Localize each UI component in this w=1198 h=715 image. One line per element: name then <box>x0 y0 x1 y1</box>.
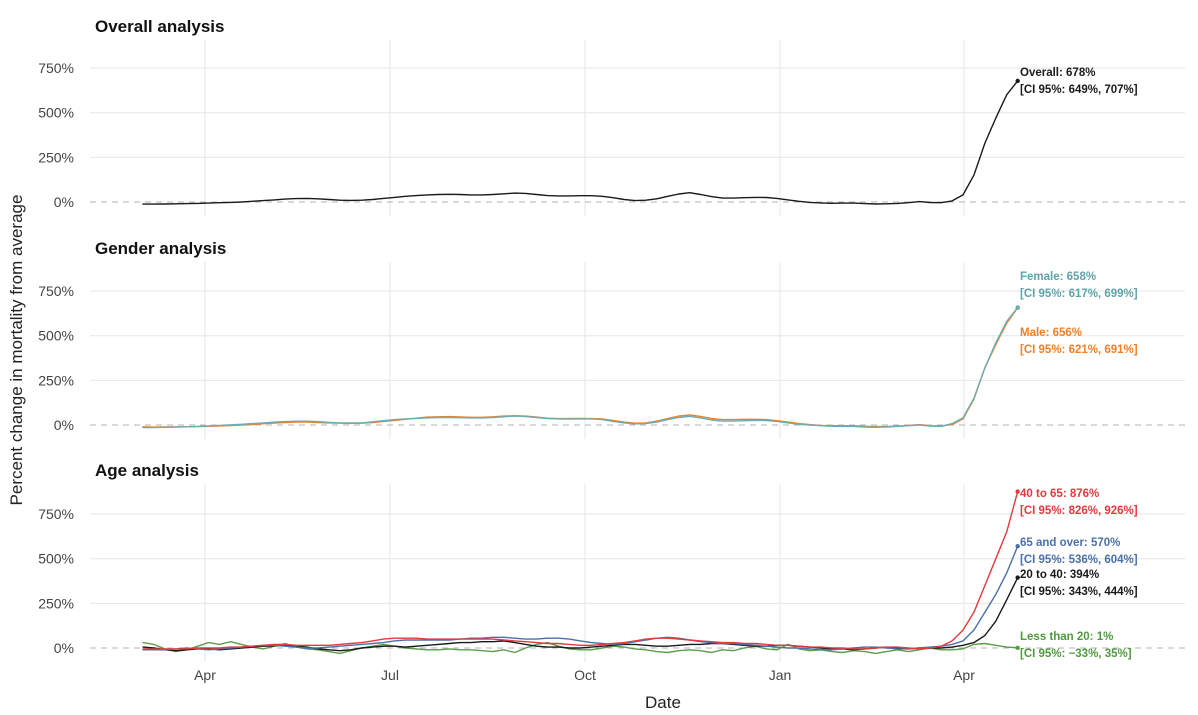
panel-2: 0% 250% 500% 750% Gender analysis Male: 656% [… <box>38 239 1185 439</box>
y-tick-label: 500% <box>38 551 74 567</box>
series-line-65-and-over <box>142 545 1019 651</box>
x-tick-label: Oct <box>574 667 596 683</box>
panel-3: 0% 250% 500% 750% Age analysis Less than 20: … <box>38 461 1185 662</box>
series-annotation: 40 to 65: 876% <box>1020 488 1099 500</box>
series-endpoint <box>1015 575 1020 580</box>
y-tick-label: 250% <box>38 372 74 388</box>
y-tick-label: 750% <box>38 506 74 522</box>
series-annotation: Overall: 678% <box>1020 67 1095 79</box>
series-endpoint <box>1015 543 1020 549</box>
y-tick-label: 0% <box>54 194 74 210</box>
series-annotation: [CI 95%: −33%, 35%] <box>1020 648 1132 660</box>
series-endpoint <box>1015 645 1020 651</box>
y-axis-label: Percent change in mortality from average <box>7 195 26 506</box>
series-annotation: 20 to 40: 394% <box>1020 569 1099 581</box>
y-tick-label: 750% <box>38 60 74 76</box>
series-endpoint <box>1015 305 1020 310</box>
series-annotation: Female: 658% <box>1020 271 1096 283</box>
x-axis-label: Date <box>645 693 681 712</box>
panel-1: 0% 250% 500% 750% Overall analysis Overall: 6… <box>38 17 1185 216</box>
y-tick-label: 500% <box>38 105 74 121</box>
series-annotation: [CI 95%: 343%, 444%] <box>1020 586 1138 598</box>
series-annotation: Less than 20: 1% <box>1020 631 1113 643</box>
series-line-overall <box>142 80 1019 205</box>
series-annotation: Male: 656% <box>1020 327 1082 339</box>
series-line-female <box>142 306 1019 429</box>
x-tick-label: Apr <box>194 667 216 683</box>
x-tick-label: Jul <box>381 667 399 683</box>
y-tick-label: 750% <box>38 283 74 299</box>
y-tick-label: 0% <box>54 417 74 433</box>
x-tick-label: Jan <box>769 667 792 683</box>
series-line-male <box>142 307 1019 428</box>
series-annotation: [CI 95%: 536%, 604%] <box>1020 554 1138 566</box>
series-annotation: [CI 95%: 617%, 699%] <box>1020 288 1138 300</box>
series-line-40-to-65 <box>142 490 1019 650</box>
panel-title: Gender analysis <box>95 239 226 258</box>
y-tick-label: 500% <box>38 328 74 344</box>
series-annotation: 65 and over: 570% <box>1020 537 1120 549</box>
x-tick-label: Apr <box>953 667 975 683</box>
y-tick-label: 250% <box>38 595 74 611</box>
y-tick-label: 250% <box>38 149 74 165</box>
y-tick-label: 0% <box>54 640 74 656</box>
panel-title: Age analysis <box>95 461 199 480</box>
series-annotation: [CI 95%: 649%, 707%] <box>1020 84 1138 96</box>
series-annotation: [CI 95%: 621%, 691%] <box>1020 344 1138 356</box>
series-annotation: [CI 95%: 826%, 926%] <box>1020 505 1138 517</box>
series-line-20-to-40 <box>142 576 1019 652</box>
series-endpoint <box>1015 78 1020 84</box>
panel-title: Overall analysis <box>95 17 224 36</box>
series-endpoint <box>1015 489 1020 494</box>
